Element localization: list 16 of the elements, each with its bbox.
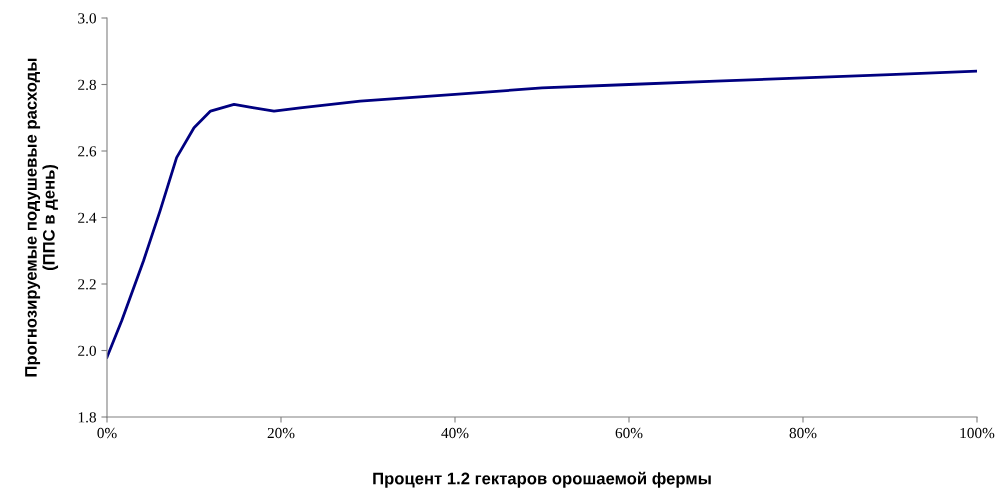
y-tick-label: 1.8 (78, 412, 96, 423)
x-tick-label: 0% (97, 427, 117, 439)
y-tick-label: 2.0 (78, 345, 96, 357)
x-tick-label: 20% (267, 427, 295, 439)
x-axis-title: Процент 1.2 гектаров орошаемой фермы (373, 471, 711, 488)
y-tick-label: 3.0 (78, 13, 96, 24)
x-tick-label: 100% (960, 427, 995, 439)
y-tick-label: 2.8 (78, 79, 96, 91)
x-tick-label: 60% (615, 427, 643, 439)
y-tick-label: 2.4 (78, 212, 97, 224)
line-series (107, 69, 977, 359)
x-tick-label: 80% (789, 427, 817, 439)
y-tick-label: 2.2 (78, 279, 96, 290)
x-tick-label: 40% (441, 427, 469, 439)
y-axis-title: Прогнозируемые подушевые расходы (ППС в день) (25, 58, 59, 377)
y-tick-label: 2.6 (78, 146, 97, 157)
